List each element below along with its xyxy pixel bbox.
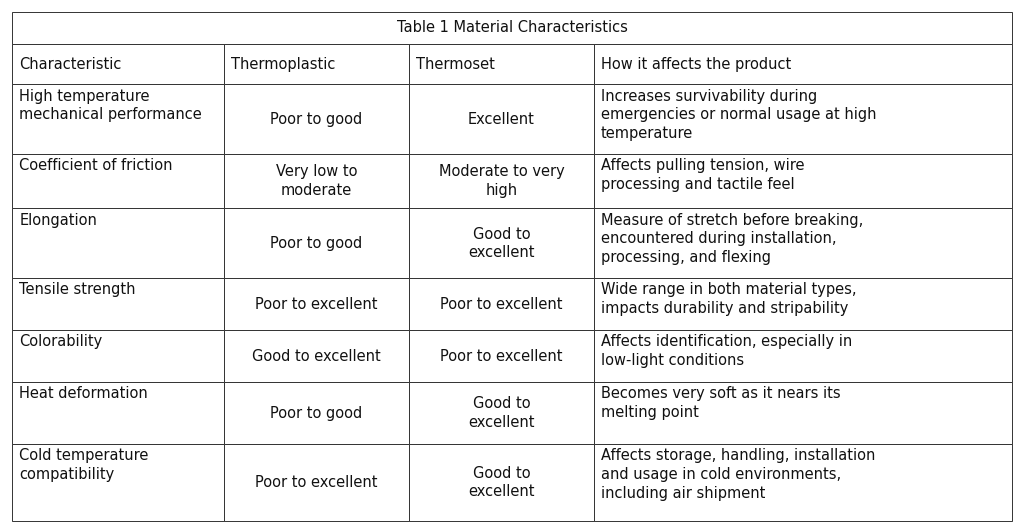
Bar [12, 154, 224, 208]
Bar [224, 154, 409, 208]
Text: Poor to good: Poor to good [270, 236, 362, 251]
Bar [224, 44, 409, 84]
Bar [224, 278, 409, 330]
Text: Measure of stretch before breaking,
encountered during installation,
processing,: Measure of stretch before breaking, enco… [601, 213, 863, 265]
Bar [409, 154, 594, 208]
Text: Moderate to very
high: Moderate to very high [438, 165, 564, 198]
Bar [409, 84, 594, 154]
Bar [12, 44, 224, 84]
Text: Coefficient of friction: Coefficient of friction [19, 158, 173, 174]
Text: Excellent: Excellent [468, 112, 535, 127]
Bar [12, 330, 224, 382]
Bar [594, 278, 1012, 330]
Bar [594, 382, 1012, 444]
Bar [224, 382, 409, 444]
Text: Affects storage, handling, installation
and usage in cold environments,
includin: Affects storage, handling, installation … [601, 449, 876, 500]
Text: Cold temperature
compatibility: Cold temperature compatibility [19, 449, 148, 482]
Bar [594, 154, 1012, 208]
Bar [12, 208, 224, 278]
Bar [409, 330, 594, 382]
Bar [224, 84, 409, 154]
Text: Colorability: Colorability [19, 334, 102, 350]
Bar [12, 382, 224, 444]
Bar [594, 330, 1012, 382]
Text: Good to
excellent: Good to excellent [468, 466, 535, 499]
Text: Table 1 Material Characteristics: Table 1 Material Characteristics [396, 21, 628, 35]
Text: Poor to excellent: Poor to excellent [440, 349, 563, 363]
Bar [12, 84, 224, 154]
Text: Becomes very soft as it nears its
melting point: Becomes very soft as it nears its meltin… [601, 386, 841, 420]
Text: Thermoset: Thermoset [416, 57, 495, 72]
Text: High temperature
mechanical performance: High temperature mechanical performance [19, 88, 202, 122]
Text: Poor to excellent: Poor to excellent [440, 297, 563, 312]
Bar [594, 208, 1012, 278]
Bar [409, 208, 594, 278]
Text: Thermoplastic: Thermoplastic [231, 57, 336, 72]
Bar [12, 444, 224, 521]
Bar [409, 382, 594, 444]
Text: Poor to excellent: Poor to excellent [255, 297, 378, 312]
Bar [12, 278, 224, 330]
Text: Affects identification, especially in
low-light conditions: Affects identification, especially in lo… [601, 334, 852, 368]
Text: Good to
excellent: Good to excellent [468, 226, 535, 260]
Text: Poor to good: Poor to good [270, 406, 362, 421]
Text: Characteristic: Characteristic [19, 57, 122, 72]
Text: Wide range in both material types,
impacts durability and stripability: Wide range in both material types, impac… [601, 282, 857, 316]
Bar [409, 278, 594, 330]
Text: How it affects the product: How it affects the product [601, 57, 792, 72]
Text: Poor to good: Poor to good [270, 112, 362, 127]
Bar [594, 84, 1012, 154]
Bar [224, 330, 409, 382]
Text: Heat deformation: Heat deformation [19, 386, 148, 402]
Bar [224, 444, 409, 521]
Bar [12, 12, 1012, 44]
Bar [594, 444, 1012, 521]
Bar [594, 44, 1012, 84]
Text: Elongation: Elongation [19, 213, 97, 227]
Text: Good to excellent: Good to excellent [252, 349, 381, 363]
Text: Very low to
moderate: Very low to moderate [275, 165, 357, 198]
Bar [409, 44, 594, 84]
Text: Poor to excellent: Poor to excellent [255, 475, 378, 490]
Text: Good to
excellent: Good to excellent [468, 396, 535, 430]
Text: Tensile strength: Tensile strength [19, 282, 136, 297]
Bar [409, 444, 594, 521]
Text: Increases survivability during
emergencies or normal usage at high
temperature: Increases survivability during emergenci… [601, 88, 877, 141]
Bar [224, 208, 409, 278]
Text: Affects pulling tension, wire
processing and tactile feel: Affects pulling tension, wire processing… [601, 158, 805, 192]
